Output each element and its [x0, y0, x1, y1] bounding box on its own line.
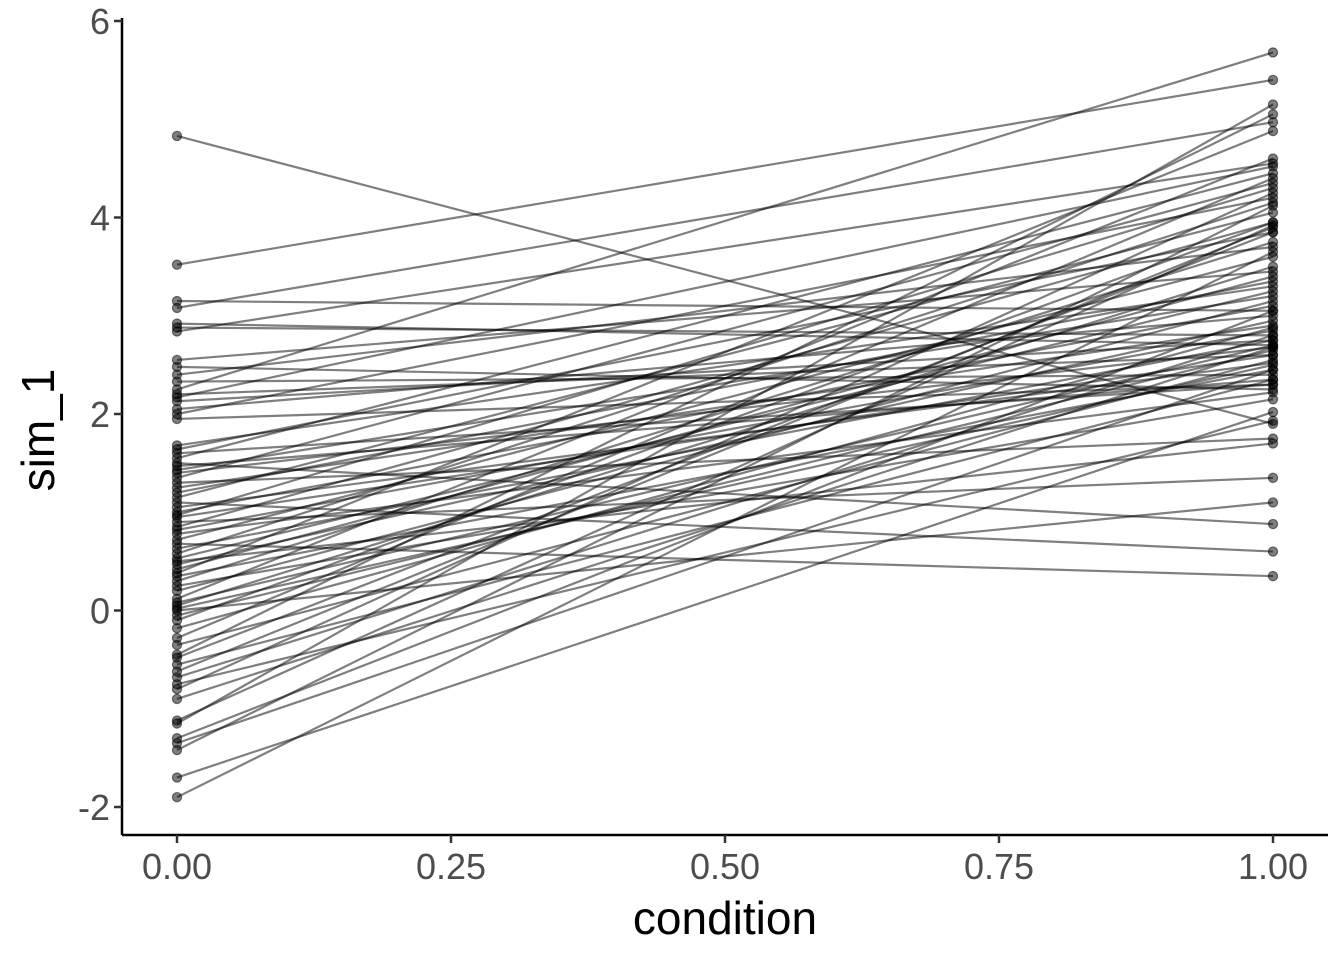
data-point — [1267, 271, 1279, 282]
series-line — [176, 280, 1274, 494]
data-point — [171, 302, 183, 314]
data-point — [171, 622, 183, 634]
series-line — [176, 51, 1274, 391]
data-point — [171, 326, 183, 337]
x-tick-label: 0.25 — [416, 846, 486, 887]
series-line — [176, 196, 1274, 416]
series-line — [176, 191, 1274, 691]
data-point — [1267, 153, 1279, 164]
points-layer — [171, 47, 1279, 803]
data-point — [1267, 546, 1279, 557]
data-point — [1267, 236, 1279, 248]
y-tick-label: 6 — [90, 1, 110, 42]
data-point — [171, 772, 183, 783]
data-point — [171, 744, 183, 756]
series-line — [176, 162, 1274, 333]
x-tick-label: 0.50 — [690, 846, 760, 887]
series-line — [176, 221, 1274, 529]
data-point — [1267, 330, 1279, 341]
x-tick-label: 0.00 — [142, 846, 212, 887]
data-point — [1267, 341, 1279, 353]
series-line — [176, 204, 1274, 752]
data-point — [171, 259, 183, 270]
data-point — [1267, 374, 1279, 385]
series-line — [176, 157, 1274, 600]
series-line — [176, 410, 1274, 779]
data-point — [1267, 125, 1279, 137]
series-line — [176, 349, 1274, 617]
data-point — [1267, 570, 1279, 582]
series-line — [176, 314, 1274, 411]
data-point — [1267, 47, 1279, 58]
series-line — [176, 339, 1274, 403]
data-point — [1267, 394, 1279, 405]
series-line — [176, 177, 1274, 640]
series-line — [176, 231, 1274, 659]
x-tick-label: 1.00 — [1238, 846, 1308, 887]
data-point — [1267, 261, 1279, 272]
series-line — [176, 172, 1274, 460]
series-line — [176, 346, 1274, 700]
series-line — [176, 78, 1274, 266]
series-line — [176, 250, 1274, 799]
data-point — [171, 683, 183, 695]
data-point — [1267, 438, 1279, 449]
series-line — [176, 368, 1274, 745]
data-point — [1267, 172, 1279, 184]
y-tick-label: -2 — [78, 787, 110, 828]
data-point — [1267, 305, 1279, 317]
series-line — [176, 391, 1274, 535]
data-point — [1267, 285, 1279, 297]
data-point — [171, 791, 183, 803]
data-point — [1267, 518, 1279, 530]
y-tick-label: 0 — [90, 591, 110, 632]
data-point — [171, 639, 183, 651]
series-line — [176, 231, 1274, 451]
data-point — [1267, 187, 1279, 199]
series-line — [176, 121, 1274, 309]
y-axis-title: sim_1 — [12, 369, 64, 492]
series-line — [176, 113, 1274, 656]
data-point — [1267, 354, 1279, 366]
data-point — [1267, 406, 1279, 418]
series-line — [176, 226, 1274, 673]
data-point — [1267, 246, 1279, 258]
data-point — [171, 413, 183, 425]
series-line — [176, 221, 1274, 622]
y-tick-label: 2 — [90, 394, 110, 435]
y-tick-label: 4 — [90, 198, 110, 239]
series-line — [176, 103, 1274, 725]
data-point — [1267, 295, 1279, 307]
data-point — [1267, 472, 1279, 484]
series-line — [176, 275, 1274, 571]
x-axis-title: condition — [633, 892, 817, 944]
data-point — [1267, 74, 1279, 86]
x-tick-label: 0.75 — [964, 846, 1034, 887]
data-point — [1267, 415, 1279, 427]
series-line — [176, 224, 1274, 722]
data-point — [1267, 220, 1279, 231]
series-line — [176, 285, 1274, 447]
x-ticks: 0.00 0.25 0.50 0.75 1.00 — [142, 835, 1308, 887]
data-point — [171, 693, 183, 705]
data-point — [1267, 109, 1279, 120]
data-point — [1267, 200, 1279, 211]
data-point — [171, 718, 183, 729]
data-point — [171, 130, 183, 142]
y-ticks: -2 0 2 4 6 — [78, 1, 122, 828]
data-point — [1267, 364, 1279, 375]
series-line — [176, 265, 1274, 607]
series-line — [176, 329, 1274, 532]
series-layer — [176, 51, 1274, 799]
data-point — [1267, 99, 1279, 110]
series-line — [176, 290, 1274, 560]
data-point — [1267, 497, 1279, 508]
